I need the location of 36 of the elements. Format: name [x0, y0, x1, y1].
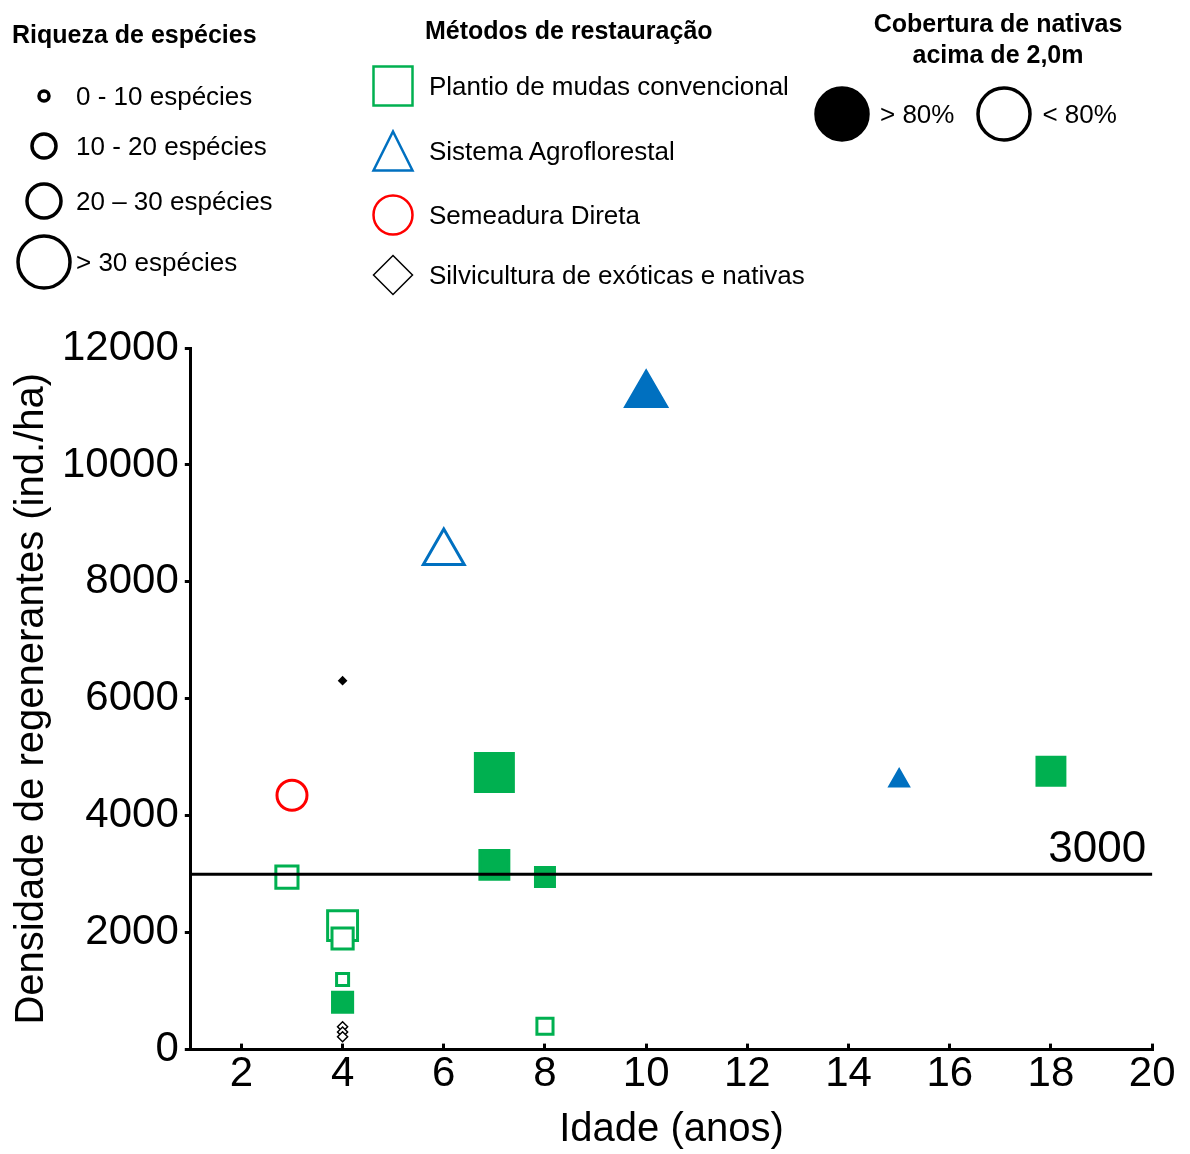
x-axis-title: Idade (anos) [559, 1105, 784, 1150]
point [275, 778, 309, 812]
y-tick-label: 0 [155, 1023, 179, 1071]
y-tick-label: 2000 [85, 906, 179, 954]
point [336, 1030, 349, 1043]
text: > 30 espécies [76, 246, 238, 278]
legend-title: Métodos de restauração [425, 16, 714, 45]
x-tick-label: 2 [229, 1048, 254, 1096]
text: 10 - 20 espécies [76, 130, 267, 162]
x-tick-label: 16 [926, 1048, 974, 1096]
text: 0 - 10 espécies [76, 80, 253, 112]
x-tick-label: 14 [825, 1048, 872, 1096]
text: 20 – 30 espécies [76, 185, 273, 217]
text: Riqueza de espécies [12, 20, 258, 49]
legend-label: Sistema Agroflorestal [429, 135, 675, 167]
x-tick-label: 18 [1027, 1048, 1075, 1096]
text: > 80% [880, 98, 955, 130]
x-tick-label: 6 [432, 1048, 456, 1096]
y-tick-label: 6000 [85, 672, 179, 720]
text: Cobertura de nativas acima de 2,0m [872, 8, 1124, 70]
ref-line-label: 3000 [1048, 822, 1147, 872]
y-tick-label: 8000 [85, 555, 179, 603]
y-tick-label: 4000 [85, 789, 179, 837]
x-tick-label: 10 [622, 1048, 670, 1096]
legend-label: Semeadura Direta [429, 199, 640, 231]
legend-label: Plantio de mudas convencional [429, 70, 789, 102]
point [331, 990, 355, 1014]
y-axis-title: Densidade de regenerantes (ind./ha) [7, 373, 52, 1025]
y-tick-label: 10000 [62, 438, 179, 486]
x-tick-label: 4 [330, 1048, 355, 1096]
x-tick-label: 8 [533, 1048, 557, 1096]
text: < 80% [1042, 98, 1117, 130]
x-tick-label: 12 [724, 1048, 771, 1096]
y-tick-label: 12000 [62, 321, 179, 369]
legend-label: Silvicultura de exóticas e nativas [429, 259, 805, 291]
x-tick-label: 20 [1128, 1048, 1176, 1096]
